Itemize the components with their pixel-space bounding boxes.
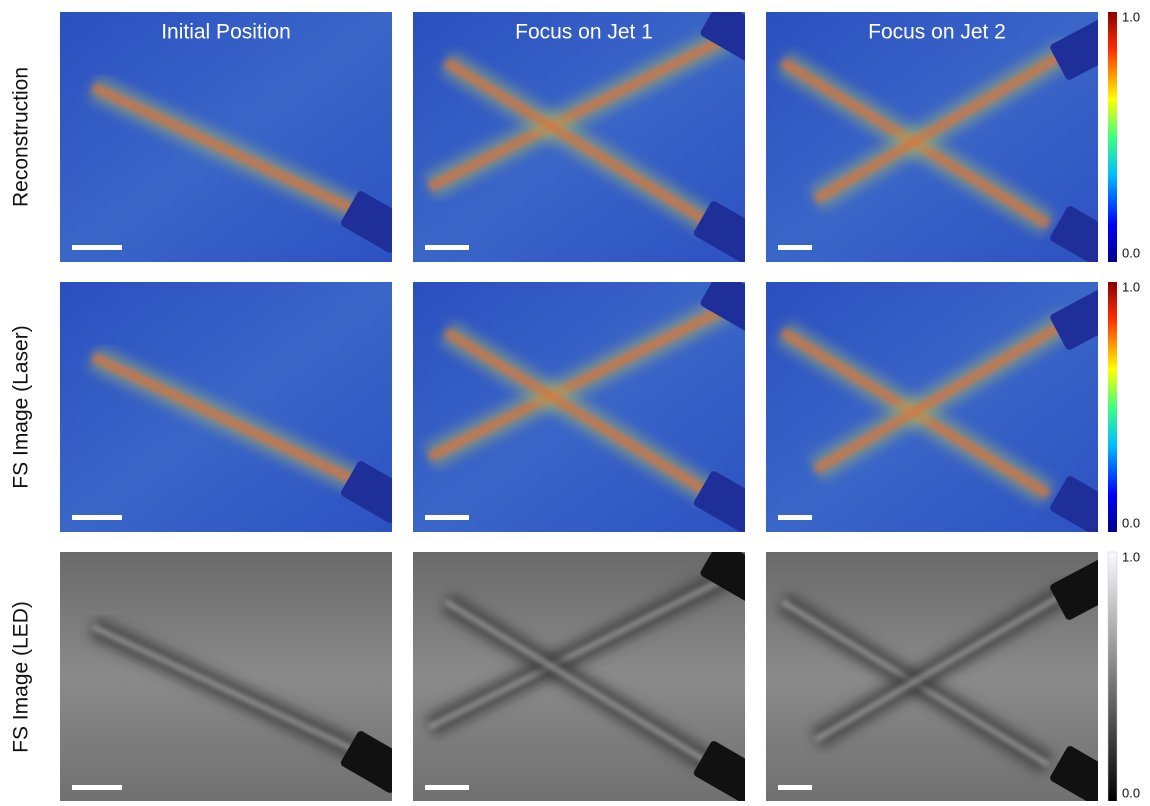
image-panel [60, 282, 411, 532]
image-panel [413, 540, 771, 801]
row-label: Reconstruction [10, 67, 33, 207]
scale-bar [72, 245, 122, 250]
row-label: FS Image (LED) [10, 601, 33, 753]
colorbar-min-label: 0.0 [1122, 785, 1140, 800]
image-panel [766, 552, 1121, 801]
figure: Initial Position Focus on Jet 1 Focus on J… [0, 0, 1150, 801]
scale-bar [425, 515, 469, 520]
scale-bar [72, 515, 122, 520]
colorbar-max-label: 1.0 [1122, 549, 1140, 564]
colorbar-min-label: 0.0 [1122, 515, 1140, 530]
scale-bar [778, 785, 812, 790]
colorbar [1108, 552, 1117, 801]
scale-bar [425, 785, 469, 790]
scale-bar [778, 515, 812, 520]
page: Initial Position Focus on Jet 1 Focus on J… [0, 0, 1150, 801]
column-title: Focus on Jet 2 [868, 21, 1006, 44]
column-title: Initial Position [161, 21, 291, 44]
colorbar [1108, 12, 1117, 262]
image-panel [60, 552, 411, 801]
colorbar-min-label: 0.0 [1122, 245, 1140, 260]
colorbar [1108, 282, 1117, 532]
image-panel [60, 12, 411, 262]
image-panel [766, 12, 1121, 269]
scale-bar [425, 245, 469, 250]
image-panel [413, 270, 771, 535]
row-label: FS Image (Laser) [10, 325, 33, 488]
colorbar-max-label: 1.0 [1122, 9, 1140, 24]
colorbar-max-label: 1.0 [1122, 279, 1140, 294]
scale-bar [778, 245, 812, 250]
image-panel [766, 282, 1121, 539]
scale-bar [72, 785, 122, 790]
column-title: Focus on Jet 1 [515, 21, 653, 44]
